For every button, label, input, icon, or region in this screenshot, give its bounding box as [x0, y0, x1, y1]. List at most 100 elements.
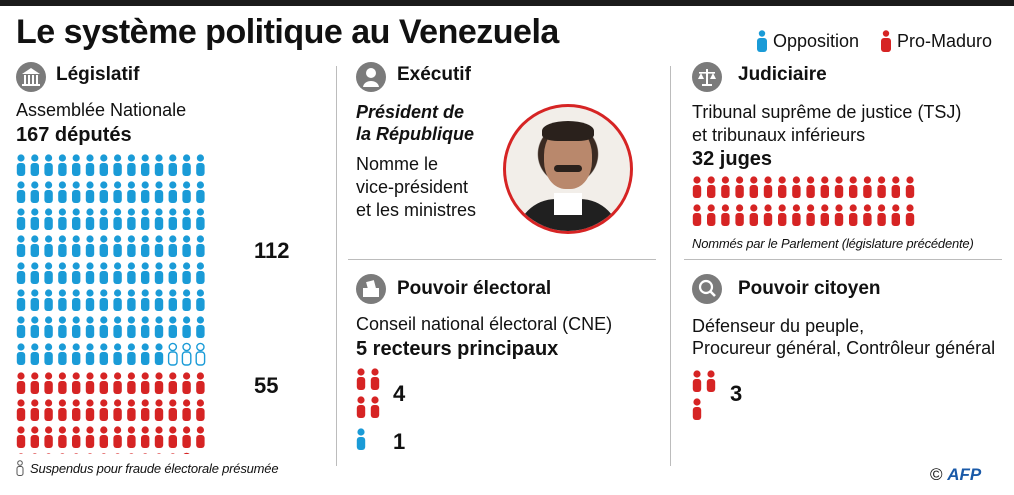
deputy-opposition: [72, 343, 81, 365]
deputy-opposition: [141, 289, 150, 311]
deputy-pro-maduro: [85, 426, 95, 448]
judge-pro-maduro: [692, 204, 702, 226]
deputy-pro-maduro: [127, 372, 136, 394]
deputy-opposition: [113, 343, 122, 365]
divider-right: [670, 66, 671, 466]
deputy-pro-maduro: [99, 426, 108, 448]
deputy-opposition: [44, 208, 53, 230]
deputy-opposition: [16, 235, 26, 257]
deputy-pro-maduro: [44, 372, 53, 394]
judge-pro-maduro: [721, 204, 730, 226]
deputy-opposition: [195, 342, 206, 366]
deputy-opposition: [85, 343, 95, 365]
deputy-opposition: [58, 235, 67, 257]
deputy-pro-maduro: [170, 453, 175, 454]
deputy-pro-maduro: [113, 399, 122, 421]
deputy-opposition: [72, 316, 81, 338]
deputy-opposition: [58, 289, 67, 311]
deputy-pro-maduro: [143, 453, 148, 454]
deputy-opposition: [58, 208, 67, 230]
deputy-opposition: [30, 289, 39, 311]
deputy-opposition: [127, 343, 136, 365]
judge-pro-maduro: [792, 204, 801, 226]
electoral-pro-maduro-count: 4: [393, 381, 406, 406]
deputy-pro-maduro: [72, 426, 81, 448]
divider-left: [336, 66, 337, 466]
deputy-opposition: [72, 181, 81, 203]
judge-pro-maduro: [905, 176, 915, 198]
deputy-pro-maduro: [182, 372, 191, 394]
judge-pro-maduro: [749, 176, 758, 198]
judge-pro-maduro: [692, 176, 702, 198]
deputy-opposition: [16, 181, 26, 203]
deputy-opposition: [113, 154, 122, 176]
deputy-opposition: [141, 181, 150, 203]
deputy-opposition: [182, 316, 191, 338]
deputy-opposition: [182, 289, 191, 311]
person-opposition-icon: [757, 30, 767, 52]
legislatif-pro-maduro-count: 55: [254, 373, 279, 398]
deputy-pro-maduro: [182, 399, 191, 421]
deputy-opposition: [113, 289, 122, 311]
legend-pro-maduro: Pro-Maduro: [880, 30, 992, 52]
scales-icon: [692, 62, 722, 92]
deputy-opposition: [196, 208, 205, 230]
electoral-opposition-count: 1: [393, 429, 406, 454]
deputy-opposition: [127, 154, 136, 176]
deputy-pro-maduro: [16, 372, 26, 394]
deputy-opposition: [154, 181, 164, 203]
capitol-building-icon: [16, 62, 46, 92]
deputy-opposition: [99, 262, 108, 284]
deputy-opposition: [72, 289, 81, 311]
deputy-pro-maduro: [127, 399, 136, 421]
legislatif-opposition-count: 112: [254, 238, 290, 263]
deputy-opposition: [113, 235, 122, 257]
deputy-pro-maduro: [141, 372, 150, 394]
electoral-title: Pouvoir électoral: [397, 278, 552, 299]
judiciaire-judges-grid: [692, 176, 915, 226]
deputy-pro-maduro: [113, 372, 122, 394]
page-title: Le système politique au Venezuela: [16, 13, 559, 51]
rector-pro-maduro: [356, 368, 366, 390]
deputy-pro-maduro: [58, 399, 67, 421]
executif-role-line2: la République: [356, 124, 475, 144]
deputy-pro-maduro: [32, 453, 37, 454]
deputy-opposition: [196, 316, 205, 338]
deputy-pro-maduro: [58, 372, 67, 394]
deputy-opposition: [141, 154, 150, 176]
deputy-opposition: [141, 343, 150, 365]
legend-pro-maduro-label: Pro-Maduro: [897, 30, 993, 51]
legend-opposition-label: Opposition: [773, 30, 860, 51]
deputy-opposition: [154, 208, 164, 230]
citoyen-title: Pouvoir citoyen: [738, 278, 881, 299]
deputy-opposition: [58, 343, 67, 365]
judge-pro-maduro: [891, 176, 900, 198]
suspended-person-icon: [16, 460, 24, 476]
deputy-opposition: [30, 154, 39, 176]
deputy-pro-maduro: [58, 426, 67, 448]
deputy-pro-maduro: [182, 426, 191, 448]
executif-desc-line3: et les ministres: [356, 200, 477, 220]
deputy-pro-maduro: [141, 399, 150, 421]
copyright: © AFP: [930, 465, 981, 485]
citizen-official-pro-maduro: [692, 398, 702, 420]
deputy-pro-maduro: [168, 372, 177, 394]
deputy-pro-maduro: [154, 426, 164, 448]
rector-opposition: [356, 428, 366, 450]
deputy-opposition: [85, 262, 95, 284]
deputy-opposition: [72, 235, 81, 257]
deputy-opposition: [196, 181, 205, 203]
deputy-pro-maduro: [127, 426, 136, 448]
copyright-symbol: ©: [930, 465, 943, 484]
judge-pro-maduro: [877, 176, 886, 198]
deputy-opposition: [168, 289, 177, 311]
deputy-opposition: [196, 289, 205, 311]
deputy-opposition: [154, 289, 164, 311]
deputy-pro-maduro: [168, 426, 177, 448]
deputy-opposition: [85, 316, 95, 338]
deputy-opposition: [85, 208, 95, 230]
deputy-opposition: [182, 262, 191, 284]
deputy-opposition: [167, 342, 178, 366]
deputy-opposition: [16, 289, 26, 311]
deputy-opposition: [168, 181, 177, 203]
